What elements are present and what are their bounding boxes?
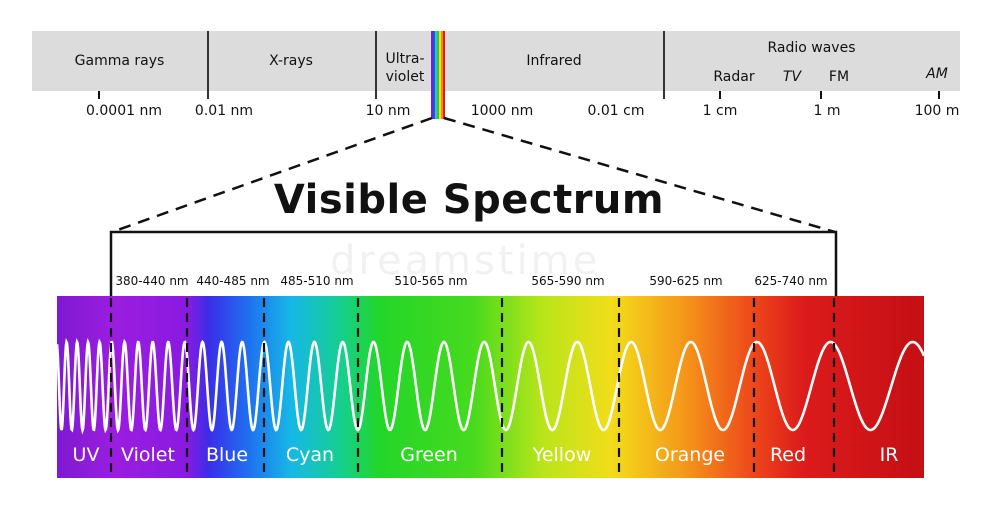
band-fm: FM [828,69,850,85]
band-tv: TV [782,69,802,85]
color-label-blue: Blue [205,444,249,466]
color-label-yellow: Yellow [532,444,592,466]
color-label-cyan: Cyan [285,444,335,466]
range-label-green: 510-565 nm [394,274,468,288]
band-infrared: Infrared [526,53,582,69]
em-spectrum-band [32,31,960,91]
watermark-text: dreamstime [330,238,601,284]
scale-tick [938,91,940,99]
band-divider [207,31,209,99]
color-label-uv: UV [72,444,100,466]
color-label-violet: Violet [121,444,175,466]
wave-line [57,337,924,435]
color-label-ir: IR [879,444,899,466]
band-divider [663,31,665,99]
visible-rainbow-strip [431,31,445,119]
band-radio-waves: Radio waves [767,40,856,56]
scale-label: 1 m [813,103,841,119]
band-gamma-rays: Gamma rays [74,53,165,69]
visible-spectrum-bar [57,296,924,478]
band-radar: Radar [713,69,755,85]
color-label-red: Red [769,444,807,466]
color-label-green: Green [400,444,458,466]
scale-tick [719,91,721,99]
scale-label: 0.0001 nm [86,103,162,119]
scale-tick [98,91,100,99]
visible-spectrum-title: Visible Spectrum [273,177,665,223]
range-label-cyan: 485-510 nm [280,274,354,288]
band-ultraviolet-line1: Ultra- [385,51,425,67]
range-label-blue: 440-485 nm [196,274,270,288]
scale-label: 0.01 cm [587,103,645,119]
range-label-violet: 380-440 nm [115,274,189,288]
band-am: AM [926,66,948,82]
scale-label: 100 m [914,103,960,119]
range-label-orange: 590-625 nm [649,274,723,288]
scale-label: 0.01 nm [194,103,254,119]
band-x-rays: X-rays [269,53,313,69]
band-divider [375,31,377,99]
scale-tick [820,91,822,99]
scale-label: 10 nm [365,103,411,119]
color-label-orange: Orange [654,444,726,466]
range-label-yellow: 565-590 nm [531,274,605,288]
scale-label: 1000 nm [470,103,534,119]
range-label-red: 625-740 nm [754,274,828,288]
band-ultraviolet-line2: violet [385,69,425,85]
scale-label: 1 cm [702,103,738,119]
